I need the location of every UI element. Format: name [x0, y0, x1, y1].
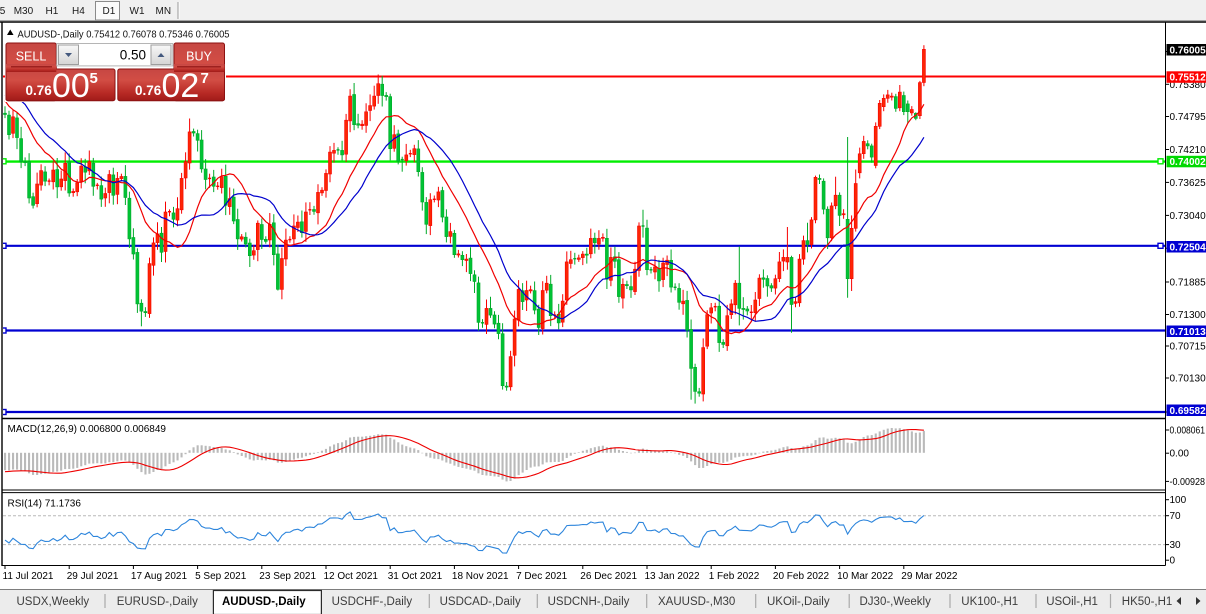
svg-text:0.75380: 0.75380 — [1170, 80, 1206, 91]
svg-text:USDCNH-,Daily: USDCNH-,Daily — [548, 596, 630, 608]
svg-text:0.00: 0.00 — [1170, 449, 1190, 460]
svg-text:BUY: BUY — [186, 50, 212, 64]
svg-text:SELL: SELL — [16, 50, 47, 64]
svg-text:RSI(14) 71.1736: RSI(14) 71.1736 — [8, 499, 82, 510]
svg-text:0: 0 — [1170, 556, 1176, 567]
svg-text:MN: MN — [156, 6, 172, 17]
svg-text:0.71013: 0.71013 — [1170, 327, 1206, 338]
svg-text:20 Feb 2022: 20 Feb 2022 — [773, 571, 830, 582]
svg-text:UKOil-,Daily: UKOil-,Daily — [767, 596, 830, 608]
svg-text:12 Oct 2021: 12 Oct 2021 — [324, 571, 379, 582]
svg-text:0.73625: 0.73625 — [1170, 178, 1206, 189]
svg-text:H4: H4 — [72, 6, 85, 17]
svg-text:0.008061: 0.008061 — [1170, 426, 1206, 437]
svg-text:H1: H1 — [46, 6, 59, 17]
svg-text:31 Oct 2021: 31 Oct 2021 — [388, 571, 443, 582]
svg-text:0.70715: 0.70715 — [1170, 342, 1206, 353]
svg-text:0.74210: 0.74210 — [1170, 145, 1206, 156]
svg-text:17 Aug 2021: 17 Aug 2021 — [131, 571, 188, 582]
svg-text:0.70130: 0.70130 — [1170, 374, 1206, 385]
svg-text:MACD(12,26,9) 0.006800 0.00684: MACD(12,26,9) 0.006800 0.006849 — [8, 424, 167, 435]
svg-text:0.76: 0.76 — [26, 83, 53, 98]
svg-text:02: 02 — [162, 67, 200, 105]
svg-text:23 Sep 2021: 23 Sep 2021 — [259, 571, 316, 582]
svg-text:26 Dec 2021: 26 Dec 2021 — [580, 571, 637, 582]
svg-text:UK100-,H1: UK100-,H1 — [961, 596, 1018, 608]
svg-text:USOil-,H1: USOil-,H1 — [1046, 596, 1098, 608]
svg-text:5: 5 — [90, 70, 98, 87]
svg-text:M15: M15 — [0, 6, 6, 17]
svg-text:W1: W1 — [130, 6, 145, 17]
svg-text:29 Jul 2021: 29 Jul 2021 — [67, 571, 119, 582]
svg-text:0.71885: 0.71885 — [1170, 278, 1206, 289]
svg-text:USDX,Weekly: USDX,Weekly — [17, 596, 90, 608]
svg-text:0.76: 0.76 — [135, 83, 162, 98]
svg-text:18 Nov 2021: 18 Nov 2021 — [452, 571, 509, 582]
svg-text:M30: M30 — [14, 6, 34, 17]
svg-text:0.74002: 0.74002 — [1170, 157, 1206, 168]
svg-text:DJ30-,Weekly: DJ30-,Weekly — [860, 596, 932, 608]
svg-text:XAUUSD-,M30: XAUUSD-,M30 — [658, 596, 735, 608]
svg-text:5 Sep 2021: 5 Sep 2021 — [195, 571, 247, 582]
svg-text:70: 70 — [1170, 511, 1182, 522]
svg-text:100: 100 — [1170, 495, 1187, 506]
svg-text:30: 30 — [1170, 540, 1182, 551]
svg-text:USDCAD-,Daily: USDCAD-,Daily — [440, 596, 521, 608]
svg-text:10 Mar 2022: 10 Mar 2022 — [837, 571, 894, 582]
svg-text:0.76005: 0.76005 — [1170, 45, 1206, 56]
svg-text:00: 00 — [52, 67, 90, 105]
svg-text:-0.00928: -0.00928 — [1170, 477, 1206, 488]
svg-text:13 Jan 2022: 13 Jan 2022 — [645, 571, 700, 582]
svg-text:HK50-,H1: HK50-,H1 — [1122, 596, 1173, 608]
svg-text:0.73040: 0.73040 — [1170, 211, 1206, 222]
svg-text:USDCHF-,Daily: USDCHF-,Daily — [332, 596, 413, 608]
svg-text:0.74795: 0.74795 — [1170, 112, 1206, 123]
svg-text:0.69582: 0.69582 — [1170, 406, 1206, 417]
svg-text:1 Feb 2022: 1 Feb 2022 — [709, 571, 760, 582]
svg-text:EURUSD-,Daily: EURUSD-,Daily — [117, 596, 198, 608]
svg-text:0.75512: 0.75512 — [1170, 73, 1206, 84]
svg-text:0.50: 0.50 — [120, 48, 146, 63]
svg-text:AUDUSD-,Daily 0.75412 0.76078: AUDUSD-,Daily 0.75412 0.76078 0.75346 0.… — [18, 29, 230, 41]
svg-text:29 Mar 2022: 29 Mar 2022 — [901, 571, 958, 582]
svg-text:7: 7 — [201, 70, 209, 87]
svg-text:0.72504: 0.72504 — [1170, 242, 1206, 253]
svg-text:AUDUSD-,Daily: AUDUSD-,Daily — [222, 596, 306, 608]
svg-text:D1: D1 — [103, 6, 116, 17]
svg-text:0.71300: 0.71300 — [1170, 310, 1206, 321]
svg-text:11 Jul 2021: 11 Jul 2021 — [3, 571, 54, 582]
svg-text:7 Dec 2021: 7 Dec 2021 — [516, 571, 568, 582]
